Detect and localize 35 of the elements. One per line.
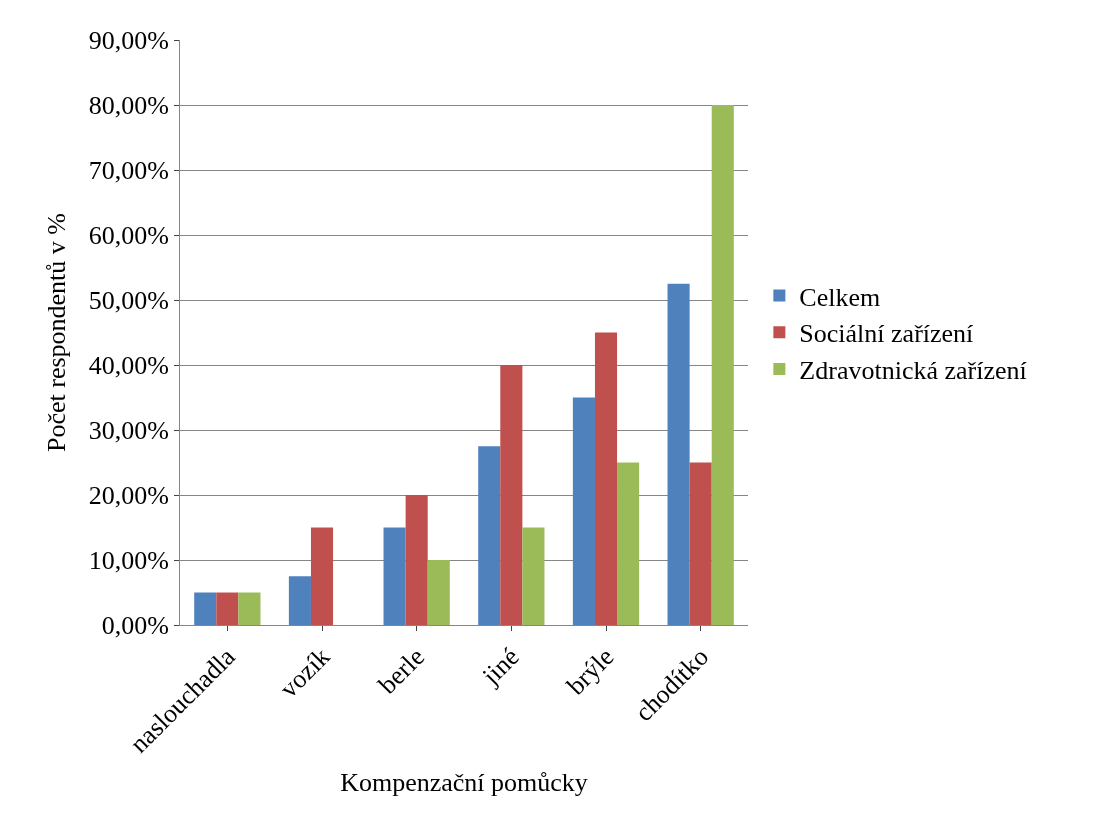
bar <box>427 560 450 625</box>
y-tick-label: 30,00% <box>88 416 169 446</box>
y-tick-label: 60,00% <box>88 221 169 251</box>
bar <box>238 592 261 625</box>
bar <box>500 365 523 625</box>
bar <box>594 332 618 625</box>
y-tick-label: 50,00% <box>88 286 169 316</box>
bar <box>689 462 712 625</box>
bar <box>667 283 690 625</box>
y-tick-label: 0,00% <box>101 611 169 641</box>
bar <box>478 446 501 625</box>
x-tick-label: brýle <box>561 642 620 701</box>
y-tick-label: 20,00% <box>88 481 169 511</box>
y-tick-label: 40,00% <box>88 351 169 381</box>
x-tick-label: berle <box>372 642 431 700</box>
y-tick-label: 70,00% <box>88 156 169 186</box>
x-tick-label: jiné <box>475 642 525 691</box>
x-axis-title: Kompenzační pomůcky <box>340 768 588 798</box>
bar <box>617 462 640 625</box>
y-tick-label: 80,00% <box>88 91 169 121</box>
bar <box>383 527 406 625</box>
legend-label: Sociální zařízení <box>799 319 974 349</box>
bar <box>522 527 545 625</box>
y-tick-label: 10,00% <box>88 546 169 576</box>
y-tick-label: 90,00% <box>88 26 169 56</box>
bar <box>572 397 595 625</box>
bar <box>405 495 428 625</box>
bar <box>288 576 311 625</box>
y-axis-title: Počet respondentů v % <box>42 212 72 453</box>
legend-label: Celkem <box>799 282 881 312</box>
legend-label: Zdravotnická zařízení <box>799 356 1027 386</box>
bar <box>310 527 334 625</box>
bar <box>194 592 217 625</box>
bar <box>216 592 239 625</box>
bar <box>711 105 734 625</box>
